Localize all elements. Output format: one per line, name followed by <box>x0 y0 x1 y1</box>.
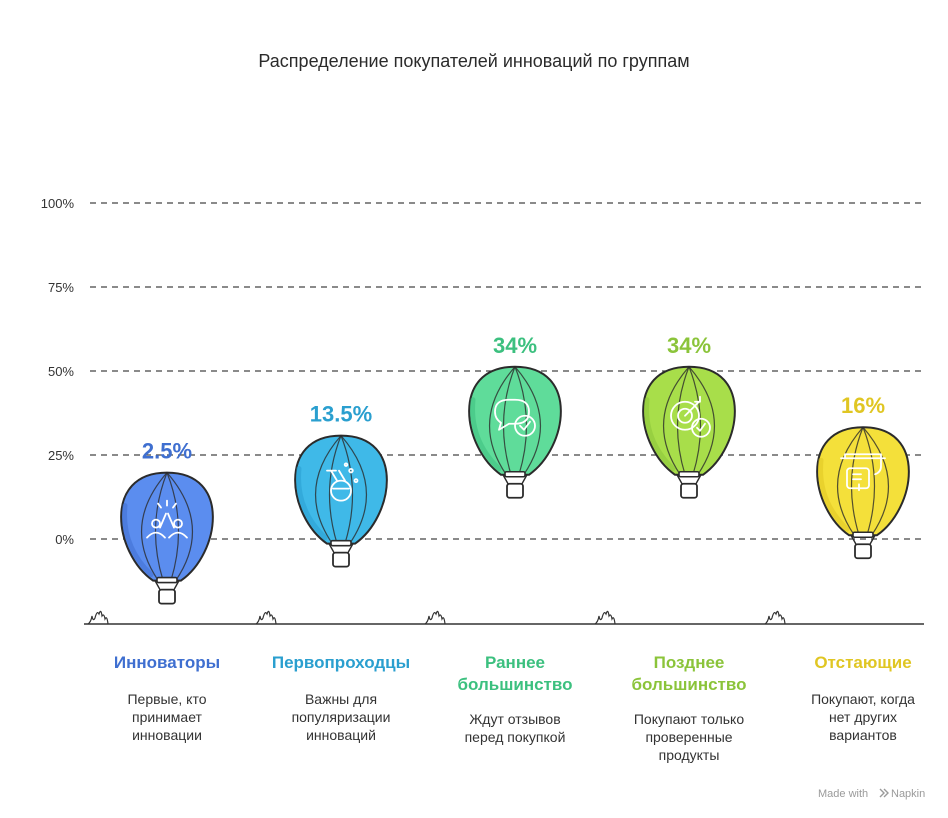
balloon-neck <box>852 531 874 539</box>
balloon-envelope <box>294 434 388 545</box>
grass-tuft <box>87 610 109 625</box>
balloon-shading <box>296 466 328 541</box>
balloon-basket <box>158 588 176 605</box>
value-label: 34% <box>493 333 537 358</box>
category-description: Первые, кто принимает инновации <box>127 691 206 743</box>
balloon-gore <box>315 435 342 544</box>
balloon-gore <box>663 366 690 476</box>
grass-tuft <box>594 610 616 625</box>
balloon-basket <box>506 482 524 499</box>
grass-tuft <box>424 610 446 625</box>
balloon-gore <box>340 435 367 544</box>
balloon-neck <box>504 470 526 478</box>
category-description: Ждут отзывов перед покупкой <box>465 711 566 745</box>
category-labels: 2.5% Инноваторы Первые, кто принимает иннова… <box>114 333 915 763</box>
value-label: 34% <box>667 333 711 358</box>
balloon-rope <box>347 543 354 553</box>
balloon-gore <box>676 366 690 475</box>
balloon-envelope <box>468 365 562 476</box>
napkin-brand-text: Napkin <box>891 788 925 800</box>
chat-check-icon <box>494 398 536 437</box>
balloon-rope <box>154 580 161 590</box>
balloon-basket <box>680 482 698 499</box>
target-check-icon <box>670 395 711 438</box>
category-name: Инноваторы <box>114 653 220 672</box>
balloon-gore <box>489 366 516 476</box>
balloon-rope <box>850 534 857 545</box>
category-description: Покупают только проверенные продукты <box>634 711 744 763</box>
balloon-gore <box>514 366 541 476</box>
chart-title: Распределение покупателей инноваций по г… <box>258 51 689 71</box>
balloon-rope <box>502 474 509 485</box>
balloon-rope <box>521 474 528 485</box>
category-name: Отстающие <box>814 653 911 672</box>
value-label: 13.5% <box>310 402 372 427</box>
balloon-bar <box>468 365 562 499</box>
balloon-rope <box>695 474 702 485</box>
balloon-basket <box>854 543 872 560</box>
balloon-bar <box>294 434 388 568</box>
y-tick-label: 75% <box>48 280 74 295</box>
y-tick-label: 25% <box>48 448 74 463</box>
balloon-bar <box>816 426 910 560</box>
balloon-gore <box>688 366 702 475</box>
ground-line <box>84 610 924 625</box>
balloon-gore <box>862 426 889 536</box>
balloon-gore <box>502 366 516 475</box>
balloons <box>120 365 910 605</box>
category-description: Важны для популяризации инноваций <box>292 691 391 743</box>
balloon-shading <box>122 503 154 578</box>
balloon-envelope <box>120 471 214 582</box>
balloon-bar <box>120 471 214 605</box>
y-tick-label: 50% <box>48 364 74 379</box>
balloon-gore <box>340 435 354 544</box>
balloon-gore <box>850 427 864 536</box>
value-label: 2.5% <box>142 439 192 464</box>
balloon-rope <box>676 474 683 485</box>
category-name: Первопроходцы <box>272 653 410 672</box>
flask-icon <box>326 462 359 502</box>
balloon-gore <box>141 472 168 581</box>
balloon-rope <box>328 543 335 553</box>
balloon-envelope <box>816 426 910 537</box>
y-tick-label: 100% <box>41 196 75 211</box>
made-with-text: Made with <box>818 788 868 800</box>
category-name: Позднее большинство <box>632 653 747 694</box>
gridlines <box>90 202 925 540</box>
grass-tuft <box>255 610 277 625</box>
y-tick-label: 0% <box>55 532 74 547</box>
balloon-shading <box>470 397 502 472</box>
balloon-shading <box>818 457 850 532</box>
balloon-gore <box>166 472 193 581</box>
balloon-gore <box>166 472 180 581</box>
balloon-gore <box>862 427 876 536</box>
balloon-gore <box>837 426 864 536</box>
napkin-logo-icon <box>879 788 889 798</box>
balloon-gore <box>328 435 342 544</box>
balloon-gore <box>154 472 168 581</box>
value-label: 16% <box>841 393 885 418</box>
thumbs-down-icon <box>840 453 886 492</box>
balloon-gore <box>688 366 715 476</box>
balloon-rope <box>173 580 180 590</box>
balloon-shading <box>644 397 676 472</box>
balloon-bar <box>642 365 736 499</box>
balloon-neck <box>330 539 352 547</box>
balloon-neck <box>156 576 178 584</box>
balloon-basket <box>332 551 350 568</box>
balloon-rope <box>869 534 876 545</box>
footer-credit: Made with Napkin <box>818 788 925 800</box>
high-five-icon <box>146 499 188 539</box>
category-name: Раннее большинство <box>458 653 573 694</box>
y-axis: 100% 75% 50% 25% 0% <box>41 196 75 547</box>
balloon-neck <box>678 470 700 478</box>
category-description: Покупают, когда нет других вариантов <box>811 691 915 743</box>
grass-tuft <box>764 610 786 625</box>
